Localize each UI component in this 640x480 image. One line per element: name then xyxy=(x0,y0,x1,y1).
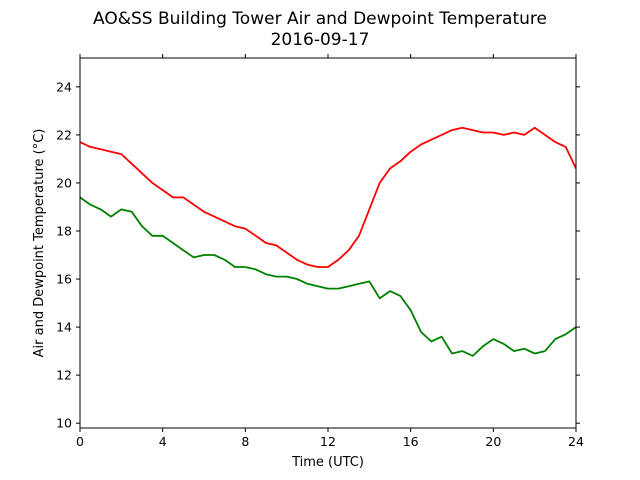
x-tick-label: 0 xyxy=(76,434,84,449)
y-axis-label: Air and Dewpoint Temperature (°C) xyxy=(32,129,47,358)
chart-subtitle: 2016-09-17 xyxy=(271,30,370,50)
x-tick-label: 16 xyxy=(403,434,419,449)
y-tick-label: 12 xyxy=(56,368,72,383)
x-tick-label: 20 xyxy=(485,434,501,449)
y-axis-ticks: 10 12 14 16 18 20 22 24 xyxy=(56,79,580,431)
y-tick-label: 22 xyxy=(56,127,72,142)
series-line-1 xyxy=(79,196,577,357)
y-tick-label: 14 xyxy=(56,320,72,335)
y-tick-label: 10 xyxy=(56,416,72,431)
x-tick-label: 4 xyxy=(159,434,167,449)
x-tick-label: 24 xyxy=(568,434,584,449)
x-axis-label: Time (UTC) xyxy=(291,455,364,470)
y-tick-label: 18 xyxy=(56,223,72,238)
y-tick-label: 16 xyxy=(56,272,72,287)
series-layer xyxy=(79,126,577,357)
x-axis-ticks: 0 4 8 12 16 20 24 xyxy=(76,54,584,449)
x-tick-label: 8 xyxy=(241,434,249,449)
x-tick-label: 12 xyxy=(320,434,336,449)
series-line-0 xyxy=(79,126,577,268)
y-tick-label: 24 xyxy=(56,79,72,94)
plot-frame xyxy=(79,57,577,429)
chart-title: AO&SS Building Tower Air and Dewpoint Te… xyxy=(93,9,547,29)
y-tick-label: 20 xyxy=(56,175,72,190)
